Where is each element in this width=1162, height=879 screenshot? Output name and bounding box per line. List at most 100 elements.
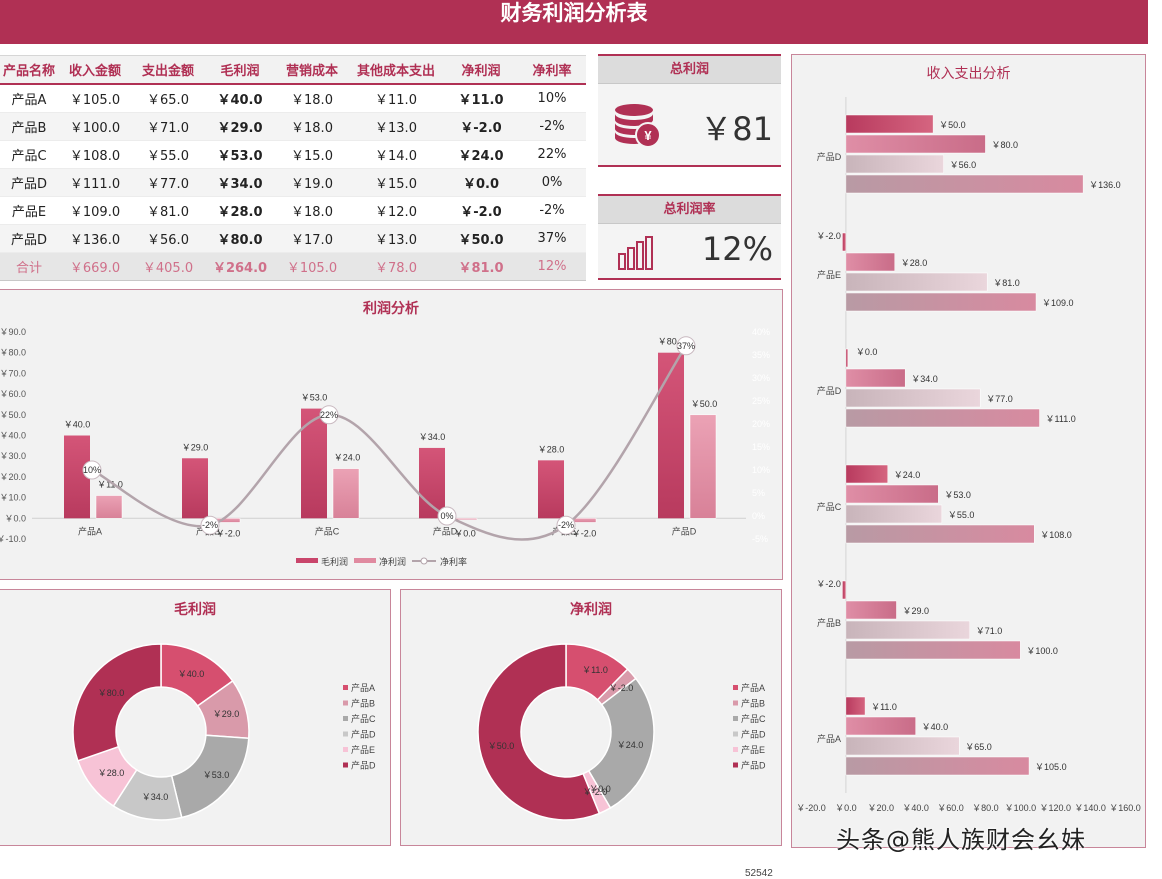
category-label: 产品D bbox=[817, 385, 842, 396]
legend-label-net: 净利润 bbox=[379, 556, 406, 567]
h-bar-label: ￥0.0 bbox=[856, 347, 878, 357]
y-tick-label: ￥70.0 bbox=[0, 368, 26, 378]
legend-label: 产品E bbox=[741, 744, 765, 755]
net-rate-label: 37% bbox=[677, 341, 695, 351]
total-cell: ￥405.0 bbox=[132, 252, 204, 281]
net-rate-marker bbox=[319, 405, 339, 425]
total-profit-card: 总利润 ¥ ￥81 bbox=[598, 54, 781, 167]
net-rate-marker bbox=[556, 515, 576, 535]
h-bar bbox=[845, 388, 981, 408]
income-expense-panel: 收入支出分析 ￥-20.0 ￥0.0 ￥20.0 ￥40.0 ￥60.0 ￥80.0 ￥10… bbox=[791, 54, 1146, 848]
table-cell: ￥71.0 bbox=[132, 112, 204, 141]
table-cell: ￥13.0 bbox=[348, 112, 444, 141]
legend-label: 产品A bbox=[351, 682, 375, 693]
table-cell: ￥55.0 bbox=[132, 140, 204, 169]
h-bar bbox=[845, 696, 866, 716]
table-cell: ￥18.0 bbox=[276, 84, 348, 113]
legend-swatch bbox=[733, 762, 738, 768]
legend-label: 产品B bbox=[741, 698, 765, 709]
h-bar-label: ￥105.0 bbox=[1035, 762, 1067, 772]
h-bar-label: ￥108.0 bbox=[1040, 530, 1072, 540]
table-cell: ￥56.0 bbox=[132, 224, 204, 253]
total-rate-value: 12% bbox=[701, 230, 773, 268]
profit-chart: ￥-10.0 ￥0.0 ￥10.0 ￥20.0 ￥30.0 ￥40.0 ￥50.0 ￥60.0… bbox=[0, 327, 770, 567]
x-category-label: 产品C bbox=[315, 525, 340, 536]
h-bar-label: ￥-2.0 bbox=[816, 579, 841, 589]
slice-label: ￥0.0 bbox=[589, 784, 611, 794]
legend-swatch bbox=[733, 747, 738, 752]
table-cell: ￥108.0 bbox=[58, 140, 132, 169]
slice-label: ￥34.0 bbox=[142, 792, 169, 802]
table-row: 产品A ￥105.0 ￥65.0 ￥40.0 ￥18.0 ￥11.0 ￥11.0 10% bbox=[0, 84, 586, 113]
x-category-label: 产品D bbox=[433, 525, 458, 536]
net-rate-marker bbox=[437, 506, 457, 526]
y2-tick-label: 30% bbox=[752, 373, 770, 383]
total-profit-label: 总利润 bbox=[598, 54, 781, 84]
x-tick-label: ￥80.0 bbox=[972, 803, 999, 813]
column-header: 毛利润 bbox=[204, 55, 276, 85]
x-tick-label: ￥120.0 bbox=[1039, 803, 1071, 813]
x-tick-label: ￥-20.0 bbox=[796, 803, 826, 813]
h-bar-label: ￥136.0 bbox=[1089, 180, 1121, 190]
y-tick-label: ￥90.0 bbox=[0, 327, 26, 337]
x-tick-label: ￥60.0 bbox=[937, 803, 964, 813]
gross-profit-bar bbox=[658, 352, 684, 519]
y-tick-label: ￥50.0 bbox=[0, 410, 26, 420]
category-label: 产品B bbox=[817, 617, 841, 628]
table-cell: 产品B bbox=[0, 112, 58, 141]
income-chart-title: 收入支出分析 bbox=[926, 66, 1011, 82]
y2-tick-label: -5% bbox=[752, 534, 768, 544]
legend-label: 产品A bbox=[741, 682, 765, 693]
svg-text:¥: ¥ bbox=[644, 128, 652, 143]
gross-pie-panel: 毛利润 ￥40.0 ￥29.0 ￥53.0 ￥34.0 ￥28.0 ￥80.0 产品A 产品B… bbox=[0, 589, 391, 846]
h-bar-label: ￥28.0 bbox=[901, 258, 928, 268]
table-cell: 产品C bbox=[0, 140, 58, 169]
table-cell: ￥-2.0 bbox=[444, 112, 518, 141]
total-cell: 12% bbox=[518, 252, 586, 281]
h-bar bbox=[845, 736, 960, 756]
h-bar-label: ￥109.0 bbox=[1042, 298, 1074, 308]
legend-label: 产品D bbox=[741, 729, 766, 740]
legend-swatch-gross bbox=[296, 558, 318, 563]
table-total-row: 合计 ￥669.0 ￥405.0 ￥264.0 ￥105.0 ￥78.0 ￥81.0 12% bbox=[0, 252, 586, 281]
page-title: 财务利润分析表 bbox=[500, 1, 648, 25]
table-cell: ￥40.0 bbox=[204, 84, 276, 113]
h-bar-label: ￥24.0 bbox=[894, 470, 921, 480]
gross-profit-label: ￥53.0 bbox=[301, 393, 328, 403]
net-rate-marker bbox=[82, 460, 102, 480]
table-cell: ￥24.0 bbox=[444, 140, 518, 169]
x-category-label: 产品A bbox=[78, 525, 102, 536]
legend-swatch bbox=[343, 747, 348, 752]
h-bar bbox=[845, 640, 1021, 660]
h-bar bbox=[845, 114, 934, 134]
x-tick-label: ￥0.0 bbox=[835, 803, 857, 813]
legend-label: 产品D bbox=[351, 760, 376, 771]
table-cell: 产品D bbox=[0, 224, 58, 253]
h-bar bbox=[845, 716, 916, 736]
legend-swatch bbox=[733, 700, 738, 706]
y-tick-label: ￥40.0 bbox=[0, 431, 26, 441]
h-bar bbox=[845, 620, 970, 640]
table-cell: ￥53.0 bbox=[204, 140, 276, 169]
y-tick-label: ￥30.0 bbox=[0, 451, 26, 461]
slice-label: ￥53.0 bbox=[203, 770, 230, 780]
column-header: 净利润 bbox=[444, 55, 518, 85]
table-cell: ￥136.0 bbox=[58, 224, 132, 253]
gross-profit-label: ￥29.0 bbox=[182, 442, 209, 452]
h-bar bbox=[845, 134, 986, 154]
profit-table: 产品名称 收入金额 支出金额 毛利润 营销成本 其他成本支出 净利润 净利率 产品A ￥105.… bbox=[0, 55, 586, 281]
table-cell: ￥19.0 bbox=[276, 168, 348, 197]
column-header: 净利率 bbox=[518, 55, 586, 85]
h-bar bbox=[845, 484, 939, 504]
table-cell: -2% bbox=[518, 112, 586, 141]
table-cell: 产品A bbox=[0, 84, 58, 113]
column-header: 支出金额 bbox=[132, 55, 204, 85]
table-cell: ￥50.0 bbox=[444, 224, 518, 253]
slice-label: ￥24.0 bbox=[617, 740, 644, 750]
legend-marker-rate bbox=[420, 557, 428, 565]
x-tick-label: ￥140.0 bbox=[1074, 803, 1106, 813]
x-category-label: 产品D bbox=[672, 525, 697, 536]
slice-label: ￥80.0 bbox=[98, 688, 125, 698]
table-cell: ￥-2.0 bbox=[444, 196, 518, 225]
h-bar-label: ￥56.0 bbox=[950, 160, 977, 170]
